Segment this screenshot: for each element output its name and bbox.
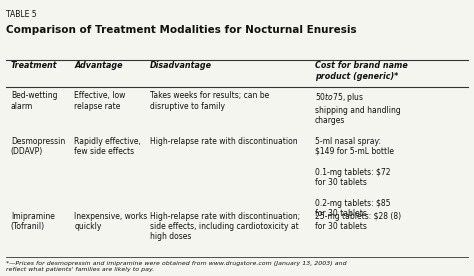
Text: *—Prices for desmopressin and imipramine were obtained from www.drugstore.com (J: *—Prices for desmopressin and imipramine… [6, 261, 346, 272]
Text: Bed-wetting
alarm: Bed-wetting alarm [11, 92, 57, 111]
Text: Comparison of Treatment Modalities for Nocturnal Enuresis: Comparison of Treatment Modalities for N… [6, 25, 357, 34]
Text: Inexpensive, works
quickly: Inexpensive, works quickly [74, 212, 148, 231]
Text: TABLE 5: TABLE 5 [6, 10, 36, 18]
Text: $50 to $75, plus
shipping and handling
charges: $50 to $75, plus shipping and handling c… [315, 92, 401, 125]
Text: 5-ml nasal spray:
$149 for 5-mL bottle

0.1-mg tablets: $72
for 30 tablets

0.2-: 5-ml nasal spray: $149 for 5-mL bottle 0… [315, 137, 394, 218]
Text: Cost for brand name
product (generic)*: Cost for brand name product (generic)* [315, 62, 408, 81]
Text: Takes weeks for results; can be
disruptive to family: Takes weeks for results; can be disrupti… [150, 92, 269, 111]
Text: Effective, low
relapse rate: Effective, low relapse rate [74, 92, 126, 111]
Text: High-relapse rate with discontinuation;
side effects, including cardiotoxicity a: High-relapse rate with discontinuation; … [150, 212, 300, 242]
Text: Desmopressin
(DDAVP): Desmopressin (DDAVP) [11, 137, 65, 156]
Text: Disadvantage: Disadvantage [150, 62, 212, 70]
Text: Advantage: Advantage [74, 62, 123, 70]
Text: Rapidly effective,
few side effects: Rapidly effective, few side effects [74, 137, 141, 156]
Text: Imipramine
(Tofranil): Imipramine (Tofranil) [11, 212, 55, 231]
Text: Treatment: Treatment [11, 62, 57, 70]
Text: 25-mg tablets: $28 (8)
for 30 tablets: 25-mg tablets: $28 (8) for 30 tablets [315, 212, 401, 231]
Text: High-relapse rate with discontinuation: High-relapse rate with discontinuation [150, 137, 298, 145]
